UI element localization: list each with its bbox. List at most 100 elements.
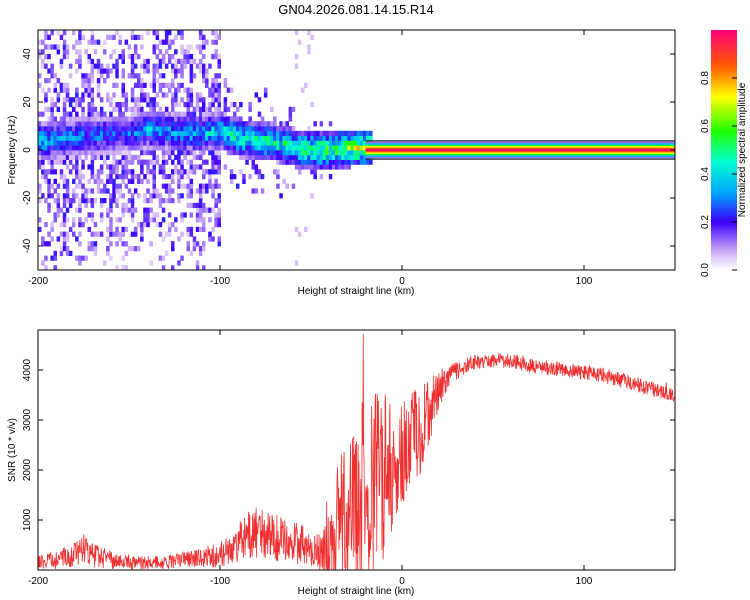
spectrogram-cell xyxy=(180,126,184,132)
spectrogram-cell xyxy=(146,217,150,223)
spectrogram-cell xyxy=(109,174,113,180)
spectrogram-cell xyxy=(41,39,45,45)
spectrogram-cell xyxy=(214,178,218,184)
spectrogram-cell xyxy=(137,135,141,141)
spectrogram-cell xyxy=(106,73,110,79)
spectrogram-cell xyxy=(202,68,206,74)
spectrogram-cell xyxy=(198,250,203,256)
spectrogram-cell xyxy=(106,116,110,122)
spectrogram-cell xyxy=(192,169,197,175)
spectrogram-cell xyxy=(316,145,320,151)
spectrogram-cell xyxy=(84,135,88,141)
spectrogram-cell xyxy=(84,49,88,55)
spectrogram-cell xyxy=(313,145,317,151)
spectrogram-cell xyxy=(133,231,138,237)
spectrogram-cell xyxy=(68,121,73,127)
spectrogram-cell xyxy=(301,164,305,170)
spectrogram-cell xyxy=(171,130,175,136)
spectrogram-cell xyxy=(121,58,125,64)
spectrogram-cell xyxy=(189,250,194,256)
spectrogram-cell xyxy=(158,58,163,64)
spectrogram-cell xyxy=(68,116,73,122)
spectrogram-cell xyxy=(75,164,79,170)
spectrogram-cell xyxy=(90,154,95,160)
spectrogram-cell xyxy=(81,174,85,180)
spectrogram-cell xyxy=(220,126,224,132)
spectrogram-cell xyxy=(118,150,122,156)
spectrogram-cell xyxy=(112,193,116,199)
spectrogram-cell xyxy=(205,78,209,84)
spectrogram-cell xyxy=(301,87,305,93)
spectrogram-cell xyxy=(68,250,73,256)
spectrogram-cell xyxy=(99,217,104,223)
spectrogram-cell xyxy=(205,207,209,213)
spectrogram-cell xyxy=(254,92,259,98)
spectrogram-cell xyxy=(161,255,166,261)
spectrogram-cell xyxy=(146,169,150,175)
spectrogram-cell xyxy=(282,178,286,184)
spectrogram-cell xyxy=(152,68,156,74)
x-tick-label: -200 xyxy=(28,576,48,587)
spectrogram-cell xyxy=(133,111,138,117)
spectrogram-cell xyxy=(130,97,135,103)
spectrogram-cell xyxy=(195,188,200,194)
spectrogram-cell xyxy=(99,150,104,156)
spectrogram-cell xyxy=(362,145,367,151)
spectrogram-cell xyxy=(103,130,107,136)
spectrogram-cell xyxy=(133,116,138,122)
spectrogram-cell xyxy=(103,126,107,132)
spectrogram-cell xyxy=(75,130,79,136)
spectrogram-cell xyxy=(186,188,190,194)
spectrogram-cell xyxy=(307,150,311,156)
spectrogram-cell xyxy=(87,102,91,108)
spectrogram-cell xyxy=(177,154,181,160)
spectrogram-cell xyxy=(62,140,67,146)
spectrogram-cell xyxy=(143,121,147,127)
spectrogram-cell xyxy=(161,126,166,132)
spectrogram-cell xyxy=(260,150,265,156)
spectrogram-cell xyxy=(307,145,311,151)
spectrogram-cell xyxy=(198,106,203,112)
spectrogram-cell xyxy=(205,183,209,189)
spectrogram-cell xyxy=(273,116,277,122)
spectrogram-cell xyxy=(186,159,190,165)
spectrogram-cell xyxy=(146,222,150,228)
spectrogram-cell xyxy=(81,159,85,165)
spectrogram-cell xyxy=(155,188,160,194)
spectrogram-cell xyxy=(158,121,163,127)
spectrogram-cell xyxy=(226,145,231,151)
spectrogram-cell xyxy=(174,130,178,136)
spectrogram-cell xyxy=(140,34,144,40)
spectrogram-cell xyxy=(99,63,104,69)
spectrogram-cell xyxy=(310,150,314,156)
spectrogram-cell xyxy=(310,145,314,151)
spectrogram-cell xyxy=(251,154,255,160)
spectrogram-cell xyxy=(174,73,178,79)
spectrogram-cell xyxy=(245,150,249,156)
spectrogram-cell xyxy=(208,145,212,151)
spectrogram-cell xyxy=(103,39,107,45)
spectrogram-cell xyxy=(189,212,194,218)
spectrogram-cell xyxy=(297,159,302,165)
spectrogram-cell xyxy=(137,222,141,228)
spectrogram-cell xyxy=(155,78,160,84)
spectrogram-cell xyxy=(143,68,147,74)
spectrogram-cell xyxy=(87,82,91,88)
spectrogram-cell xyxy=(177,111,181,117)
spectrogram-cell xyxy=(260,188,265,194)
spectrogram-cell xyxy=(270,145,274,151)
spectrogram-cell xyxy=(38,130,42,136)
spectrogram-cell xyxy=(149,111,153,117)
spectrogram-cell xyxy=(161,217,166,223)
spectrogram-cell xyxy=(338,130,342,136)
spectrogram-cell xyxy=(59,116,64,122)
spectrogram-cell xyxy=(81,145,85,151)
spectrogram-cell xyxy=(229,116,234,122)
spectrogram-cell xyxy=(65,49,70,55)
spectrogram-cell xyxy=(75,58,79,64)
spectrogram-cell xyxy=(294,145,299,151)
spectrogram-cell xyxy=(183,116,187,122)
spectrogram-cell xyxy=(245,135,249,141)
spectrogram-cell xyxy=(155,212,160,218)
